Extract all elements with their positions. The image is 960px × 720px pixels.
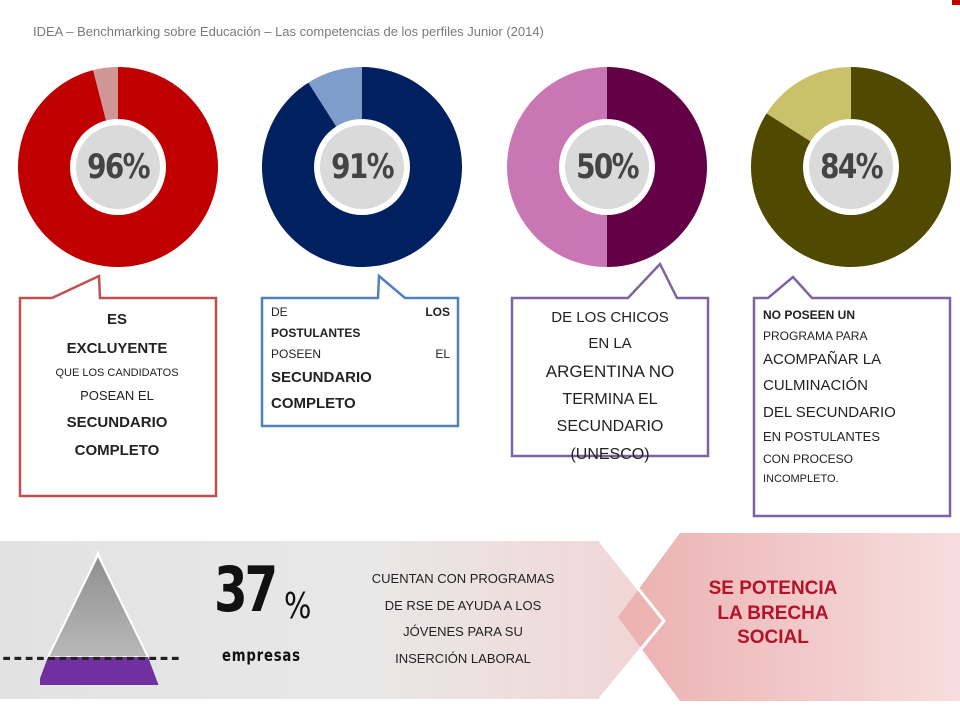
callout-3-line: ARGENTINA NO [545,361,675,381]
donut-hole [565,125,649,209]
corner-accent [952,0,960,5]
donut-percent: 84% [820,147,883,187]
donut-chart-4: 84% [750,66,952,268]
callout-2-word: LOS [425,305,450,319]
donut-hole [76,125,160,209]
callout-3-line: DE LOS CHICOS [551,309,669,326]
callout-3-line: SECUNDARIO [556,418,664,436]
callout-1-line: EXCLUYENTE [66,339,168,357]
callout-1-line: SECUNDARIO [66,413,168,431]
donut-chart-2: 91% [261,66,463,268]
stat-description-line: INSERCIÓN LABORAL [395,650,531,666]
donut-graphic [507,67,707,267]
conclusion-line: SOCIAL [737,627,809,649]
donut-main-segment [607,67,707,267]
callout-4-line: CULMINACIÓN [763,377,869,395]
callout-1-line: QUE LOS CANDIDATOS [55,367,179,379]
donut-hole [809,125,893,209]
donut-percent: 91% [331,147,394,187]
callout-4-line: CON PROCESO [763,451,854,466]
callout-4-line: PROGRAMA PARA [763,329,868,343]
callout-2-word: EL [435,347,450,361]
callout-4-line: NO POSEEN UN [763,308,856,322]
callout-2-word: POSEEN [271,347,322,361]
bottom-banner [0,533,960,701]
stat-description: CUENTAN CON PROGRAMAS DE RSE DE AYUDA A … [332,566,594,673]
callout-3-line: (UNESCO) [570,445,650,463]
callout-1-line: POSEAN EL [80,387,154,403]
callout-1-line: COMPLETO [74,442,160,460]
callout-2-line: POSTULANTES [271,326,361,340]
callout-2-word: DE [271,305,288,319]
stat-description-line: JÓVENES PARA SU [403,624,523,640]
donut-graphic [262,67,462,267]
donut-chart-1: 96% [17,66,219,268]
stat-unit: empresas [222,646,301,666]
donut-hole [320,125,404,209]
donut-rest-segment [507,67,607,267]
donut-graphic [751,67,951,267]
callout-2-line: SECUNDARIO [271,369,372,386]
donut-graphic [17,67,218,267]
callout-4-line: INCOMPLETO. [763,472,839,485]
donut-percent: 96% [87,147,150,187]
conclusion-line: SE POTENCIA [708,578,838,599]
callout-4-line: DEL SECUNDARIO [763,403,896,421]
stat-number: 37 [214,553,278,626]
stat-description-line: CUENTAN CON PROGRAMAS [371,571,555,586]
callout-3-line: TERMINA EL [562,390,658,408]
triangle-graphic [40,550,159,685]
donut-percent: 50% [576,147,639,187]
conclusion-line: LA BRECHA [717,602,829,624]
callout-4-line: EN POSTULANTES [763,428,881,444]
dashed-line: ---------------- [0,646,182,671]
callout-2-line: COMPLETO [271,395,356,413]
callout-1-line: ES [106,311,127,328]
stat-description-line: DE RSE DE AYUDA A LOS [384,597,542,613]
donut-chart-3: 50% [506,66,708,268]
callout-3-line: EN LA [588,334,632,352]
banner-background [0,533,960,701]
page-header: IDEA – Benchmarking sobre Educación – La… [33,24,544,39]
conclusion-text: SE POTENCIA LA BRECHA SOCIAL [688,577,858,651]
callout-4-line: ACOMPAÑAR LA [763,351,882,368]
stat-percent-sign: % [284,586,312,627]
